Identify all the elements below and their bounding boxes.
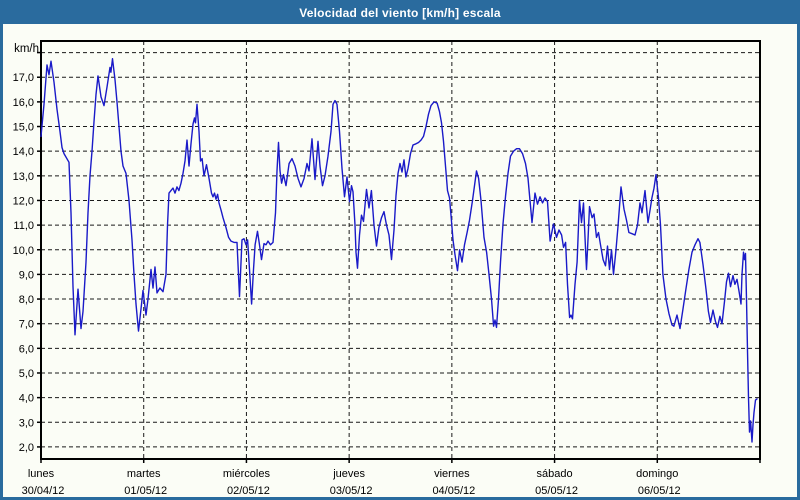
y-tick-label: 4,0 [19,393,34,405]
x-day-label: jueves [332,468,365,480]
x-day-label: viernes [434,468,470,480]
plot-frame [40,40,761,460]
wind-speed-line [40,58,758,443]
y-tick-label: 7,0 [19,319,34,331]
x-day-label: martes [127,468,161,480]
y-axis-unit-label: km/h [14,43,39,55]
x-date-label: 06/05/12 [638,485,681,497]
y-tick-label: 3,0 [19,417,34,429]
chart-title: Velocidad del viento [km/h] escala [299,6,501,20]
y-tick-label: 16,0 [13,97,34,109]
y-tick-label: 6,0 [19,343,34,355]
y-tick-label: 11,0 [13,220,34,232]
x-day-label: domingo [636,468,678,480]
x-date-label: 02/05/12 [227,485,270,497]
y-tick-label: 8,0 [19,294,34,306]
x-date-label: 04/05/12 [432,485,475,497]
y-tick-label: 5,0 [19,368,34,380]
x-day-label: sábado [537,468,573,480]
y-tick-label: 15,0 [13,122,34,134]
y-tick-label: 14,0 [13,146,34,158]
x-date-label: 05/05/12 [535,485,578,497]
y-tick-label: 10,0 [13,245,34,257]
x-date-label: 01/05/12 [124,485,167,497]
y-tick-label: 9,0 [19,269,34,281]
y-tick-label: 13,0 [13,171,34,183]
wind-speed-chart: 17,0 16,0 15,0 14,0 13,0 12,0 11,0 10,0 9,0 8,0 7,… [13,40,761,497]
x-date-label: 03/05/12 [330,485,373,497]
chart-title-bar: Velocidad del viento [km/h] escala [3,3,797,24]
y-tick-label: 17,0 [13,72,34,84]
y-tick-label: 2,0 [19,442,34,454]
x-day-label: lunes [28,468,55,480]
x-date-label: 30/04/12 [22,485,65,497]
y-tick-label: 12,0 [13,195,34,207]
x-day-label: miércoles [223,468,271,480]
